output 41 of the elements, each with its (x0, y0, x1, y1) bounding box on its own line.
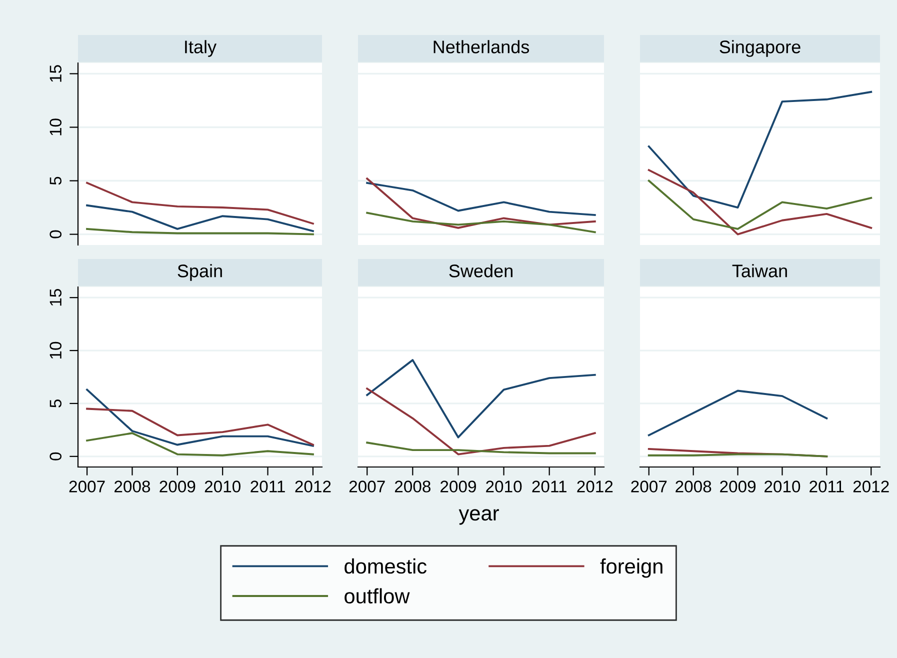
x-tick-label: 2010 (204, 480, 240, 492)
chart-title: Taiwan (732, 264, 787, 278)
x-tick-label: 2012 (577, 480, 613, 492)
x-tick-label: 2009 (720, 480, 756, 492)
y-tick-label: 0 (50, 452, 62, 460)
x-tick-label: 2011 (532, 480, 566, 492)
x-tick-label: 2009 (160, 480, 196, 492)
y-tick-label: 10 (50, 118, 62, 136)
legend-label: domestic (344, 558, 427, 574)
x-tick-label: 2008 (394, 480, 430, 492)
x-tick-label: 2009 (440, 480, 476, 492)
legend-label: outflow (344, 588, 410, 604)
x-tick-label: 2008 (676, 480, 712, 492)
line-series (86, 432, 314, 456)
x-tick-label: 2007 (349, 480, 385, 492)
y-tick-label: 15 (50, 65, 62, 82)
x-tick-label: 2007 (69, 480, 105, 492)
chart-title: Netherlands (434, 40, 530, 54)
line-series (86, 408, 314, 446)
chart-title: Italy (185, 40, 217, 57)
x-tick-label: 2010 (486, 480, 522, 492)
x-tick-label: 2007 (631, 480, 667, 492)
line-series (86, 182, 314, 225)
y-tick-label: 5 (50, 176, 62, 185)
chart-title: Spain (178, 264, 222, 281)
y-tick-label: 0 (50, 230, 62, 238)
line-series (86, 388, 314, 447)
x-tick-label: 2008 (114, 480, 150, 492)
x-tick-label: 2012 (853, 480, 889, 492)
x-tick-label: 2010 (764, 480, 800, 492)
y-tick-label: 5 (50, 400, 62, 408)
x-axis-title: year (458, 509, 499, 525)
chart-title: Singapore (720, 40, 800, 57)
y-tick-label: 15 (50, 289, 62, 306)
legend-label: foreign (600, 558, 662, 578)
y-tick-label: 10 (50, 342, 62, 359)
x-tick-label: 2011 (250, 480, 285, 492)
x-tick-label: 2012 (295, 480, 331, 492)
line-series (86, 204, 314, 232)
chart-title: Sweden (449, 264, 512, 278)
x-tick-label: 2011 (810, 480, 844, 492)
